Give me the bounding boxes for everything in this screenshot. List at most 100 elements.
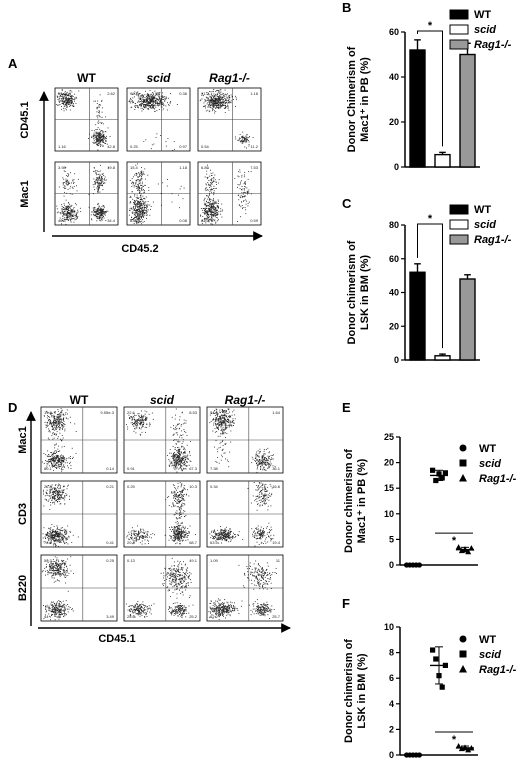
flow-event-dot: [139, 205, 141, 207]
flow-event-dot: [220, 433, 222, 434]
flow-event-dot: [173, 148, 175, 150]
flow-event-dot: [143, 422, 144, 424]
flow-event-dot: [129, 180, 131, 181]
flow-event-dot: [93, 133, 95, 135]
flow-event-dot: [150, 206, 152, 207]
flow-event-dot: [174, 460, 176, 461]
flow-event-dot: [179, 537, 181, 539]
flow-event-dot: [49, 489, 51, 491]
flow-event-dot: [271, 457, 273, 459]
flow-event-dot: [75, 96, 77, 98]
flow-event-dot: [176, 494, 177, 495]
flow-event-dot: [135, 423, 137, 425]
quadrant-lr-value: 0.14: [106, 466, 115, 471]
flow-event-dot: [69, 218, 71, 220]
flow-event-dot: [70, 209, 72, 211]
flow-event-dot: [221, 216, 223, 218]
flow-event-dot: [211, 105, 213, 107]
flow-event-dot: [72, 212, 74, 214]
flow-event-dot: [180, 465, 182, 467]
flow-event-dot: [181, 445, 183, 447]
flow-event-dot: [95, 212, 97, 214]
flow-event-dot: [66, 182, 68, 183]
flow-event-dot: [228, 420, 230, 422]
flow-event-dot: [57, 494, 59, 496]
flow-event-dot: [127, 426, 129, 428]
flow-event-dot: [65, 180, 67, 182]
flow-event-dot: [226, 97, 228, 99]
flow-event-dot: [102, 209, 104, 211]
flow-event-dot: [264, 463, 266, 465]
flow-event-dot: [170, 426, 172, 428]
flow-event-dot: [72, 98, 74, 100]
flow-event-dot: [228, 419, 230, 421]
flow-event-dot: [225, 427, 227, 429]
flow-event-dot: [264, 462, 266, 464]
flow-event-dot: [212, 215, 214, 217]
flow-event-dot: [177, 461, 179, 463]
flow-event-dot: [228, 424, 230, 426]
flow-event-dot: [143, 202, 145, 204]
flow-event-dot: [217, 413, 219, 415]
flow-event-dot: [63, 538, 65, 540]
flow-event-dot: [64, 497, 66, 499]
flow-event-dot: [59, 531, 61, 533]
flow-event-dot: [259, 459, 261, 461]
flow-event-dot: [97, 203, 99, 205]
flow-event-dot: [186, 456, 188, 458]
flow-event-dot: [183, 447, 185, 449]
flow-event-dot: [205, 100, 207, 102]
flow-event-dot: [134, 422, 135, 424]
flow-event-dot: [176, 424, 178, 426]
flow-event-dot: [262, 461, 264, 463]
column-header: WT: [70, 393, 89, 407]
flow-event-dot: [139, 93, 141, 94]
flow-event-dot: [98, 182, 100, 184]
flow-event-dot: [101, 117, 103, 118]
flow-event-dot: [219, 442, 221, 444]
flow-event-dot: [46, 533, 48, 535]
flow-event-dot: [101, 139, 103, 141]
flow-event-dot: [162, 97, 164, 99]
flow-event-dot: [180, 543, 181, 545]
flow-event-dot: [61, 439, 63, 441]
flow-event-dot: [232, 421, 234, 423]
flow-event-dot: [244, 188, 245, 190]
flow-event-dot: [103, 212, 104, 214]
flow-event-dot: [61, 425, 63, 427]
flow-event-dot: [142, 103, 144, 105]
flow-event-dot: [95, 141, 97, 142]
flow-event-dot: [220, 419, 222, 420]
flow-event-dot: [55, 536, 57, 537]
flow-event-dot: [138, 176, 140, 178]
flow-event-dot: [134, 103, 136, 105]
flow-event-dot: [50, 461, 52, 463]
flow-event-dot: [224, 452, 226, 454]
flow-event-dot: [99, 94, 101, 96]
flow-event-dot: [97, 131, 99, 133]
flow-event-dot: [68, 93, 70, 95]
flow-event-dot: [137, 197, 139, 199]
flow-event-dot: [70, 211, 72, 212]
flow-event-dot: [138, 107, 139, 109]
flow-event-dot: [142, 219, 144, 221]
flow-event-dot: [61, 421, 63, 423]
flow-event-dot: [99, 209, 101, 211]
flow-event-dot: [143, 173, 145, 175]
flow-event-dot: [95, 138, 97, 140]
flow-event-dot: [142, 214, 144, 216]
flow-event-dot: [102, 145, 104, 147]
flow-event-dot: [157, 101, 159, 103]
flow-event-dot: [220, 96, 222, 98]
flow-event-dot: [212, 218, 214, 220]
flow-event-dot: [214, 95, 215, 97]
flow-event-dot: [95, 133, 97, 135]
flow-event-dot: [56, 95, 58, 97]
flow-event-dot: [212, 205, 214, 207]
flow-event-dot: [45, 537, 47, 539]
flow-event-dot: [225, 420, 227, 421]
flow-event-dot: [61, 89, 63, 91]
flow-event-dot: [216, 90, 218, 92]
flow-event-dot: [139, 197, 141, 198]
flow-event-dot: [185, 422, 187, 424]
